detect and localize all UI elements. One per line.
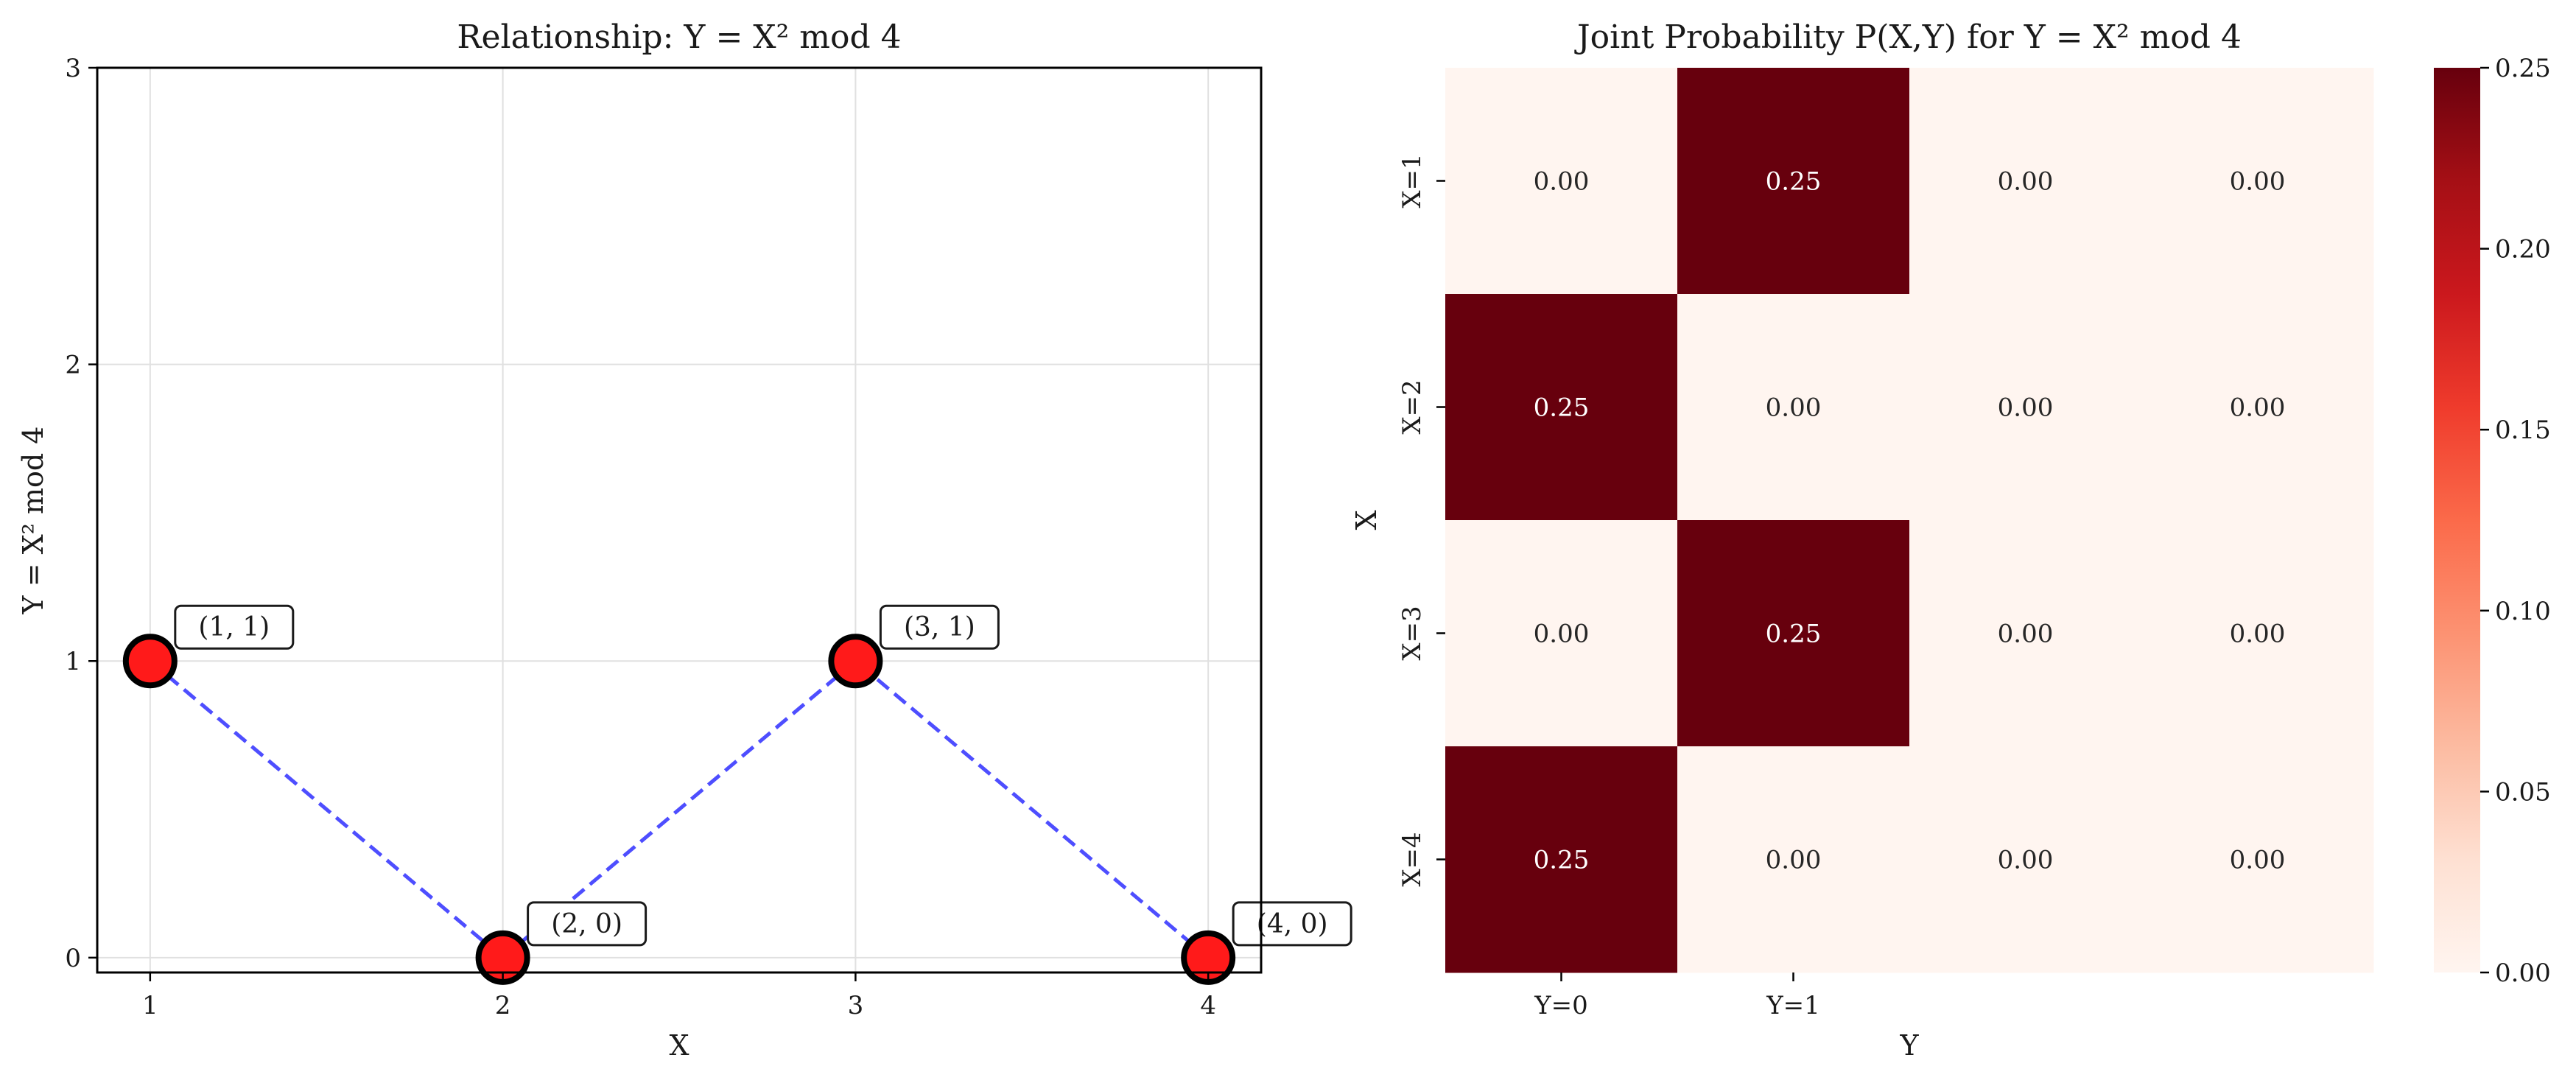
heatmap-y-tick-label: X=2 [1397, 379, 1427, 434]
heatmap-y-axis-label: X [1350, 510, 1383, 530]
heatmap-cell [2141, 520, 2374, 747]
heatmap-cell-label: 0.25 [1766, 620, 1822, 649]
heatmap-cell [1909, 68, 2142, 295]
heatmap-y-tick-label: X=3 [1397, 606, 1427, 660]
colorbar-tick-label: 0.20 [2495, 235, 2551, 264]
heatmap-cell [1445, 294, 1678, 521]
colorbar-ticks: 0.00 0.05 0.10 0.15 0.20 0.25 [2480, 54, 2551, 988]
heatmap-x-tick-label: Y=1 [1766, 991, 1820, 1020]
colorbar [2434, 68, 2480, 972]
scatter-point [122, 634, 178, 689]
heatmap-cell [1909, 746, 2142, 973]
heatmap-cell [2141, 746, 2374, 973]
scatter-grid [97, 67, 1261, 972]
scatter-x-tick-label: 2 [495, 991, 511, 1020]
heatmap-cell-label: 0.25 [1534, 846, 1590, 875]
scatter-y-axis-label: Y = X² mod 4 [17, 427, 49, 615]
heatmap-cell [2141, 68, 2374, 295]
scatter-x-axis-label: X [669, 1029, 689, 1062]
colorbar-tick-label: 0.25 [2495, 54, 2551, 83]
heatmap-x-tick-label: Y=0 [1534, 991, 1588, 1020]
scatter-point [475, 930, 530, 985]
heatmap-y-tick-label: X=4 [1397, 832, 1427, 886]
scatter-point-label: (3, 1) [904, 612, 975, 642]
heatmap-cell-label: 0.00 [2230, 846, 2286, 875]
heatmap-cell-label: 0.00 [2230, 393, 2286, 423]
heatmap-cell [1909, 294, 2142, 521]
heatmap-cell [1677, 294, 1910, 521]
heatmap-cell [1909, 520, 2142, 747]
scatter-points: (1, 1) (2, 0) (3, 1) (4, 0) [122, 604, 1352, 985]
heatmap-cell-label: 0.25 [1534, 393, 1590, 423]
heatmap-cell-label: 0.00 [1766, 393, 1822, 423]
colorbar-tick-label: 0.05 [2495, 777, 2551, 807]
scatter-y-tick-label: 1 [65, 647, 81, 676]
heatmap-cell [1677, 68, 1910, 295]
scatter-panel: Relationship: Y = X² mod 4 (1, 1)(2, 0)(… [17, 18, 1352, 1062]
heatmap-y-ticks: X=1 X=2 X=3 X=4 [1397, 153, 1445, 887]
heatmap-cell-label: 0.25 [1766, 167, 1822, 197]
heatmap-cell [2141, 294, 2374, 521]
scatter-x-tick-label: 1 [142, 991, 158, 1020]
heatmap-cell-label: 0.00 [1998, 393, 2054, 423]
heatmap-y-tick-label: X=1 [1397, 153, 1427, 208]
heatmap-cell [1677, 520, 1910, 747]
heatmap-cell-label: 0.00 [1998, 620, 2054, 649]
heatmap-cell-label: 0.00 [2230, 620, 2286, 649]
scatter-point-label: (4, 0) [1257, 909, 1328, 939]
scatter-title: Relationship: Y = X² mod 4 [457, 18, 901, 56]
heatmap-cell-label: 0.00 [1766, 846, 1822, 875]
scatter-point-label: (2, 0) [551, 909, 622, 939]
scatter-point-label-box [1232, 901, 1352, 947]
scatter-y-tick-label: 0 [65, 944, 81, 973]
scatter-plot-frame [96, 66, 1263, 974]
scatter-point-label-box [527, 901, 647, 947]
scatter-y-tick-label: 2 [65, 351, 81, 380]
heatmap-cell-label: 0.00 [2230, 167, 2286, 197]
colorbar-tick-label: 0.15 [2495, 416, 2551, 445]
heatmap-cell [1445, 520, 1678, 747]
scatter-x-tick-label: 3 [848, 991, 864, 1020]
scatter-point-label-box [879, 604, 1000, 650]
heatmap-cells: 0.00 0.25 0.00 0.00 0.25 0.00 0.00 0.00 0.00 0.25… [1445, 68, 2374, 973]
heatmap-x-ticks: Y=0 Y=1 [1534, 972, 1820, 1020]
heatmap-panel: Joint Probability P(X,Y) for Y = X² mod … [1350, 18, 2551, 1062]
scatter-point [828, 634, 883, 689]
colorbar-tick-label: 0.00 [2495, 958, 2551, 988]
heatmap-cell [1445, 746, 1678, 973]
scatter-point [1181, 930, 1236, 985]
heatmap-cell-label: 0.00 [1998, 846, 2054, 875]
scatter-y-ticks: 0 1 2 3 [65, 54, 97, 973]
scatter-x-ticks: 1 2 3 4 [142, 972, 1216, 1020]
heatmap-cell-label: 0.00 [1534, 167, 1590, 197]
scatter-point-label-box [174, 604, 295, 650]
scatter-series-line [149, 658, 1210, 961]
scatter-line [149, 658, 1210, 961]
heatmap-cell-label: 0.00 [1998, 167, 2054, 197]
heatmap-title: Joint Probability P(X,Y) for Y = X² mod … [1574, 18, 2242, 56]
heatmap-cell-label: 0.00 [1534, 620, 1590, 649]
heatmap-cell [1445, 68, 1678, 295]
scatter-y-tick-label: 3 [65, 54, 81, 83]
heatmap-x-axis-label: Y [1899, 1029, 1919, 1062]
scatter-point-label: (1, 1) [198, 612, 270, 642]
scatter-x-tick-label: 4 [1200, 991, 1216, 1020]
colorbar-tick-label: 0.10 [2495, 597, 2551, 626]
heatmap-cell [1677, 746, 1910, 973]
